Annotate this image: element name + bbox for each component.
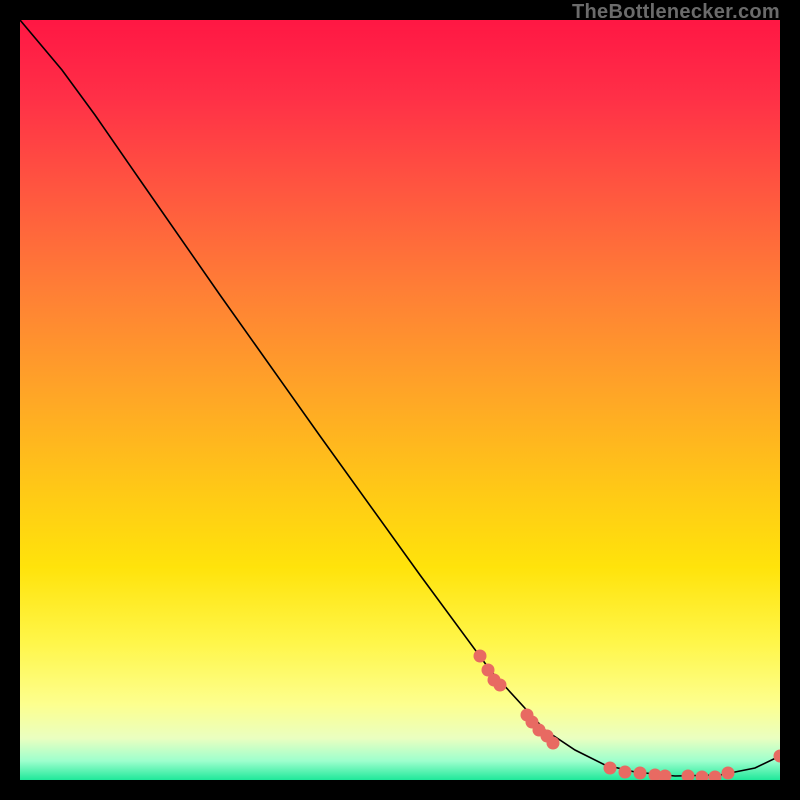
marker-point	[696, 771, 709, 781]
marker-point	[494, 679, 507, 692]
marker-point	[619, 766, 632, 779]
marker-point	[659, 770, 672, 781]
marker-point	[547, 737, 560, 750]
plot-area	[20, 20, 780, 780]
marker-point	[774, 750, 781, 763]
curve-polyline	[20, 20, 780, 776]
marker-group	[474, 650, 781, 781]
marker-point	[474, 650, 487, 663]
chart-container: TheBottlenecker.com	[0, 0, 800, 800]
curve-layer	[20, 20, 780, 780]
marker-point	[709, 771, 722, 781]
marker-point	[722, 767, 735, 780]
marker-point	[604, 762, 617, 775]
marker-point	[682, 770, 695, 781]
marker-point	[634, 767, 647, 780]
